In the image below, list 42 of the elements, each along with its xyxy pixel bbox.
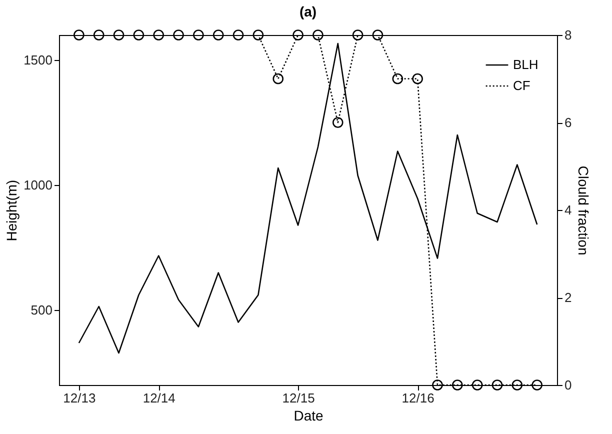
point (212, 30, 224, 40)
point (352, 30, 364, 40)
legend-label: CF (513, 78, 530, 93)
point (532, 380, 542, 390)
point (173, 30, 184, 40)
point (492, 380, 503, 390)
point (332, 117, 344, 128)
point (392, 73, 404, 84)
x-tick-label: 12/15 (282, 390, 315, 406)
point (113, 30, 124, 40)
y-tick-label: 1500 (24, 52, 52, 68)
point (312, 30, 324, 40)
y-axis-title: Height(m) (4, 180, 20, 242)
point (93, 30, 104, 40)
point (472, 380, 483, 390)
point (272, 73, 284, 84)
point (292, 30, 304, 40)
x-tick-label: 12/16 (402, 390, 434, 406)
point (193, 30, 204, 40)
point (372, 30, 384, 40)
point (252, 30, 264, 40)
point (133, 30, 144, 40)
point (452, 380, 463, 390)
point (74, 30, 84, 40)
y2-axis-title: Clould fraction (576, 166, 592, 256)
chart-title: (a) (299, 4, 317, 20)
point (232, 30, 244, 40)
y2-tick-label: 2 (564, 290, 572, 305)
point (153, 30, 164, 40)
y2-tick-label: 4 (564, 202, 572, 218)
y-tick-label: 500 (30, 302, 52, 318)
y2-tick-label: 8 (564, 28, 572, 42)
x-axis-title: Date (294, 408, 324, 424)
y2-tick-label: 0 (564, 378, 572, 392)
x-tick-label: 12/14 (142, 390, 176, 406)
legend-label: BLH (513, 57, 538, 72)
x-tick-label: 12/13 (63, 390, 96, 406)
point (412, 73, 423, 84)
point (432, 380, 443, 390)
y-tick-label: 1000 (24, 178, 52, 192)
point (512, 380, 523, 390)
y2-tick-label: 6 (564, 115, 572, 130)
